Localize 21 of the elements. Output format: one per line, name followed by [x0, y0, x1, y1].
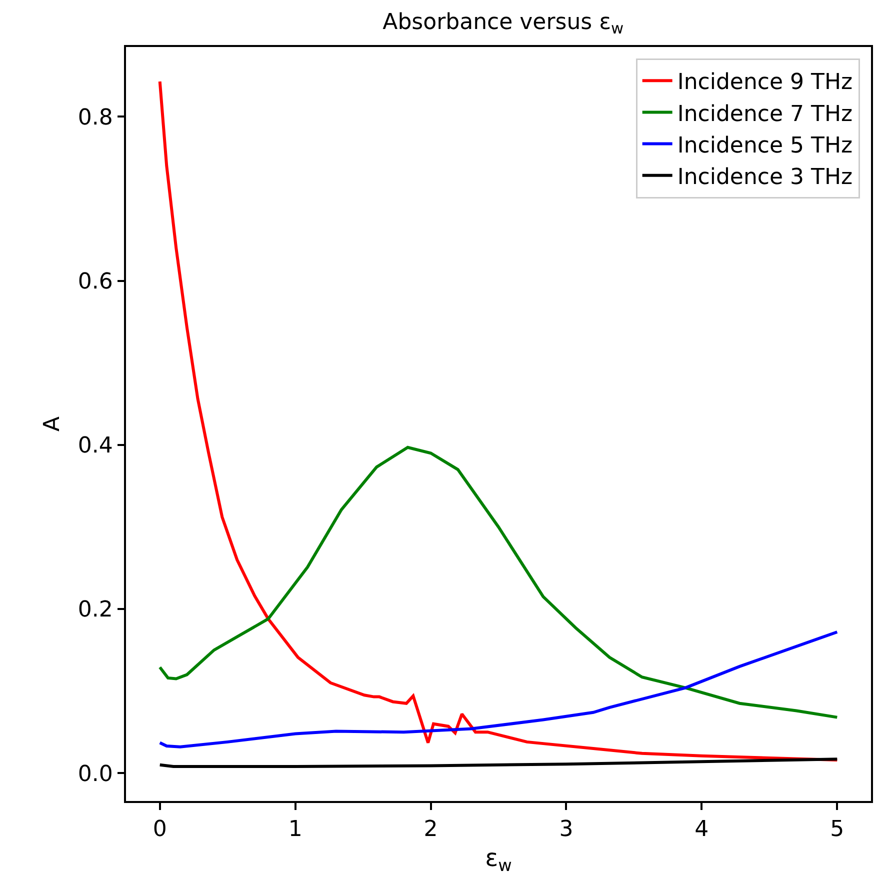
x-tick-label: 0: [152, 817, 167, 842]
legend-label: Incidence 5 THz: [677, 133, 853, 158]
x-tick-label: 5: [830, 817, 844, 842]
legend-label: Incidence 9 THz: [677, 70, 853, 96]
y-axis-title: A: [40, 416, 66, 432]
line-series: [158, 446, 839, 719]
chart-title: Absorbance versus ε$_{w}$: [382, 10, 624, 38]
x-tick-label: 4: [694, 817, 709, 842]
y-tick-label: 0.8: [78, 105, 113, 130]
x-axis-title: ε$_{w}$: [485, 844, 512, 875]
line-series: [158, 630, 839, 748]
y-tick-label: 0.0: [78, 762, 113, 787]
y-tick-label: 0.2: [78, 598, 113, 623]
y-tick-label: 0.6: [78, 270, 113, 295]
x-tick-label: 3: [559, 817, 574, 842]
line-series: [158, 758, 839, 768]
legend-label: Incidence 7 THz: [677, 102, 853, 127]
x-tick-label: 1: [288, 817, 302, 842]
y-tick-label: 0.4: [78, 434, 113, 459]
x-tick-label: 2: [424, 817, 438, 842]
legend-label: Incidence 3 THz: [677, 164, 853, 190]
